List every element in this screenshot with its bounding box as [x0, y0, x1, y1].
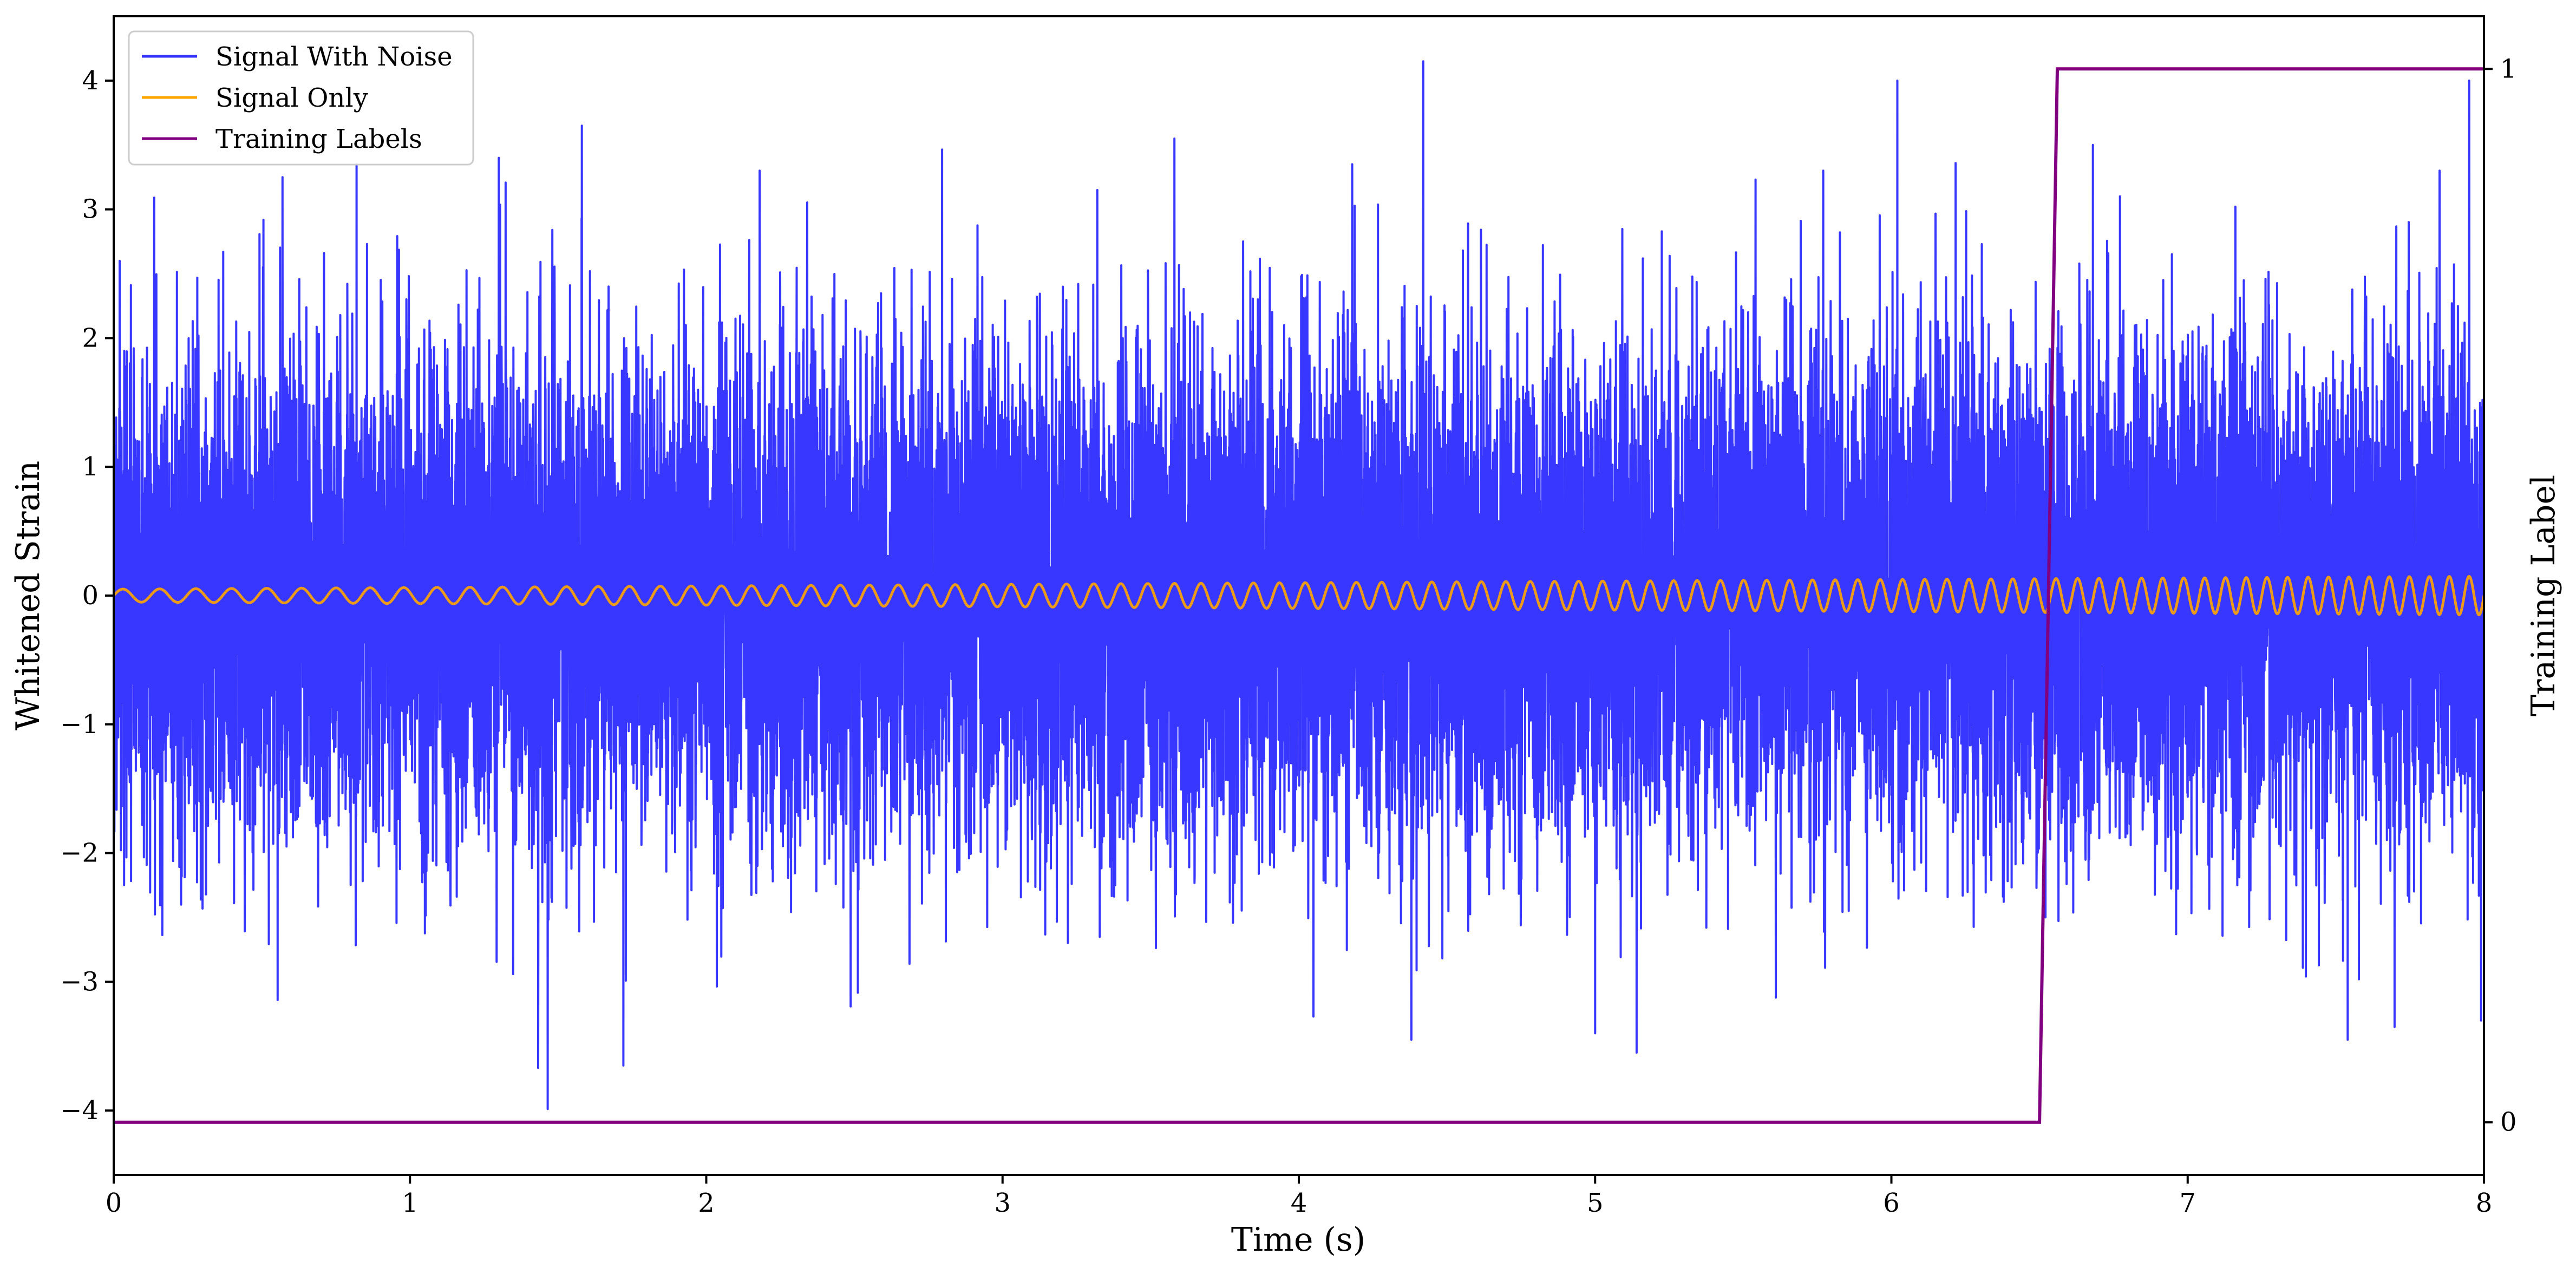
x-tick-label: 4 [1291, 1188, 1307, 1218]
legend: Signal With Noise Signal Only Training L… [128, 30, 474, 166]
y-tick-label: 0 [82, 580, 99, 611]
y-tick-label: 2 [82, 323, 99, 353]
y-tick-label: 3 [82, 194, 99, 225]
x-axis-title: Time (s) [1231, 1221, 1365, 1259]
y-tick-label: 4 [82, 66, 99, 96]
axis-ticks: 0 1 2 3 4 5 6 7 8 −4 −3 −2 −1 0 1 2 3 4 0 1 [60, 54, 2516, 1218]
y2-axis-title: Training Label [2525, 475, 2562, 716]
y2-tick-label: 1 [2500, 54, 2517, 84]
y-tick-label: −2 [60, 838, 99, 868]
series-training-labels [114, 67, 2484, 1124]
x-tick-label: 5 [1587, 1188, 1604, 1218]
y-tick-label: 1 [82, 452, 99, 482]
y2-tick-label: 0 [2500, 1107, 2517, 1138]
series-signal-with-noise [114, 60, 2484, 1110]
x-tick-label: 8 [2476, 1188, 2493, 1218]
x-tick-label: 1 [402, 1188, 419, 1218]
y-tick-label: −4 [60, 1095, 99, 1126]
x-tick-label: 2 [698, 1188, 715, 1218]
y-axis-title: Whitened Strain [9, 461, 47, 730]
x-tick-label: 3 [994, 1188, 1011, 1218]
y-tick-label: −3 [60, 966, 99, 997]
x-tick-label: 7 [2179, 1188, 2196, 1218]
legend-box [128, 30, 474, 166]
x-tick-label: 0 [106, 1188, 122, 1218]
plot-area [114, 60, 2484, 1124]
legend-label-training-labels: Training Labels [215, 124, 422, 154]
legend-label-signal-only: Signal Only [215, 83, 368, 113]
x-tick-label: 6 [1883, 1188, 1900, 1218]
series-signal-only [114, 574, 2484, 617]
y-tick-label: −1 [60, 709, 99, 740]
legend-label-signal-with-noise: Signal With Noise [215, 42, 453, 72]
